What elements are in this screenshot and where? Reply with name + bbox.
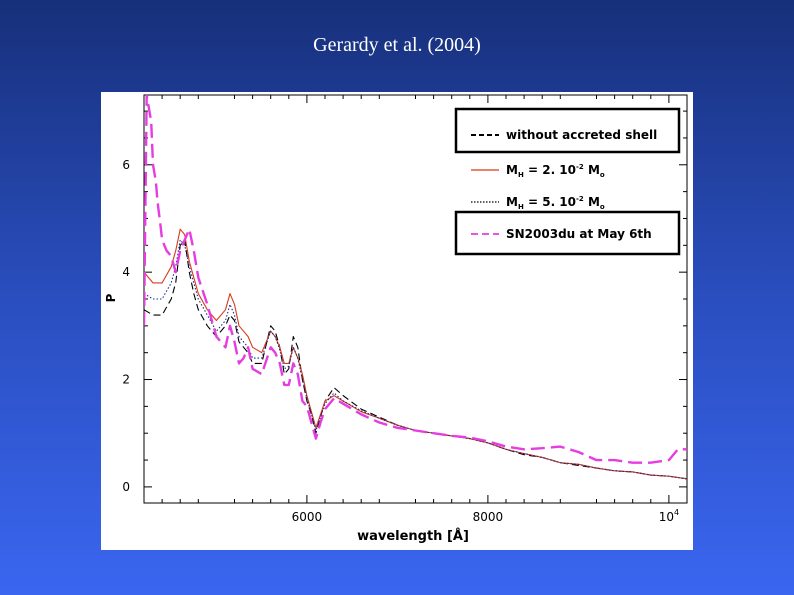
legend-box-top bbox=[454, 107, 681, 154]
x-tick-label: 6000 bbox=[292, 510, 323, 524]
y-tick-label: 4 bbox=[122, 265, 130, 279]
legend: without accreted shell MH = 2. 10-2 Mo M… bbox=[454, 107, 681, 256]
y-tick-label: 0 bbox=[122, 480, 130, 494]
plot-frame bbox=[143, 94, 688, 504]
y-axis-ticks: 0 2 4 6 bbox=[122, 110, 687, 494]
polarization-chart: 0 2 4 6 6000 8000 104 P wavelength [Å] withou… bbox=[104, 94, 688, 544]
series-layer bbox=[144, 95, 687, 480]
y-tick-label: 6 bbox=[122, 158, 130, 172]
legend-label-sn2003du: SN2003du at May 6th bbox=[506, 227, 652, 241]
y-tick-label: 2 bbox=[122, 373, 130, 387]
x-axis-ticks: 6000 8000 104 bbox=[143, 95, 688, 524]
series-line-2 bbox=[144, 239, 687, 480]
x-axis-label: wavelength [Å] bbox=[357, 528, 469, 544]
series-line-3 bbox=[144, 95, 687, 464]
y-axis-label: P bbox=[104, 293, 118, 302]
legend-label-without-shell: without accreted shell bbox=[506, 128, 657, 142]
series-line-0 bbox=[144, 239, 687, 480]
slide-title: Gerardy et al. (2004) bbox=[313, 34, 481, 56]
x-tick-label: 8000 bbox=[473, 510, 504, 524]
legend-label-mh-2: MH = 2. 10-2 Mo bbox=[506, 163, 605, 179]
x-tick-label: 104 bbox=[659, 508, 679, 524]
legend-box-bottom bbox=[454, 210, 681, 256]
legend-label-mh-5: MH = 5. 10-2 Mo bbox=[506, 195, 605, 211]
figure-panel: 0 2 4 6 6000 8000 104 P wavelength [Å] withou… bbox=[101, 92, 693, 550]
